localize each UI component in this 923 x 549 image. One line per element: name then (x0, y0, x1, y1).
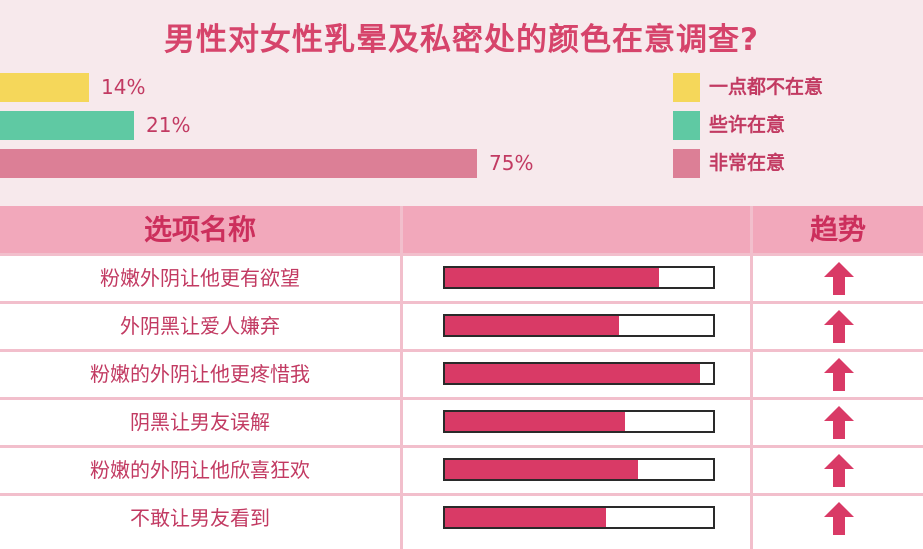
row-progress-fill (445, 316, 620, 335)
summary-bar-value-label: 14% (101, 75, 146, 99)
row-option-label: 外阴黑让爱人嫌弃 (120, 314, 280, 338)
row-divider (0, 301, 923, 304)
row-divider (0, 253, 923, 256)
summary-bar (0, 111, 134, 140)
survey-table: 选项名称 趋势 粉嫩外阴让他更有欲望 外阴黑让爱人嫌弃粉嫩的外阴让他更疼惜我 阴黑让… (0, 206, 923, 549)
row-option-label: 粉嫩外阴让他更有欲望 (100, 266, 300, 290)
trend-up-arrow-icon (824, 406, 854, 439)
legend-swatch (673, 73, 700, 102)
page-title: 男性对女性乳晕及私密处的颜色在意调查? (164, 22, 759, 58)
row-progress-bar (443, 506, 715, 529)
summary-bar (0, 73, 89, 102)
row-progress-fill (445, 508, 606, 527)
summary-bar (0, 149, 477, 178)
column-divider (400, 206, 403, 549)
trend-up-arrow-icon (824, 310, 854, 343)
trend-up-arrow-icon (824, 358, 854, 391)
summary-bar-value-label: 75% (489, 151, 534, 175)
row-progress-bar (443, 266, 715, 289)
row-progress-fill (445, 412, 625, 431)
summary-bar-value-label: 21% (146, 113, 191, 137)
header-option-name: 选项名称 (143, 213, 256, 246)
row-option-label: 阴黑让男友误解 (130, 410, 270, 434)
row-option-label: 粉嫩的外阴让他更疼惜我 (90, 362, 310, 386)
header-trend: 趋势 (809, 213, 866, 246)
row-divider (0, 349, 923, 352)
row-progress-fill (445, 268, 660, 287)
header-bar-column (403, 206, 750, 253)
table-header (0, 206, 923, 253)
trend-up-arrow-icon (824, 262, 854, 295)
column-divider (750, 206, 753, 549)
row-option-label: 粉嫩的外阴让他欣喜狂欢 (90, 458, 310, 482)
row-divider (0, 397, 923, 400)
row-divider (0, 445, 923, 448)
trend-up-arrow-icon (824, 454, 854, 487)
row-progress-bar (443, 362, 715, 385)
row-progress-fill (445, 364, 700, 383)
row-option-label: 不敢让男友看到 (130, 506, 270, 530)
legend-label: 一点都不在意 (709, 76, 824, 98)
legend-label: 些许在意 (709, 114, 786, 136)
legend-label: 非常在意 (709, 152, 786, 174)
legend-swatch (673, 149, 700, 178)
row-progress-bar (443, 458, 715, 481)
row-divider (0, 493, 923, 496)
legend-swatch (673, 111, 700, 140)
row-progress-bar (443, 410, 715, 433)
row-progress-fill (445, 460, 638, 479)
trend-up-arrow-icon (824, 502, 854, 535)
row-progress-bar (443, 314, 715, 337)
